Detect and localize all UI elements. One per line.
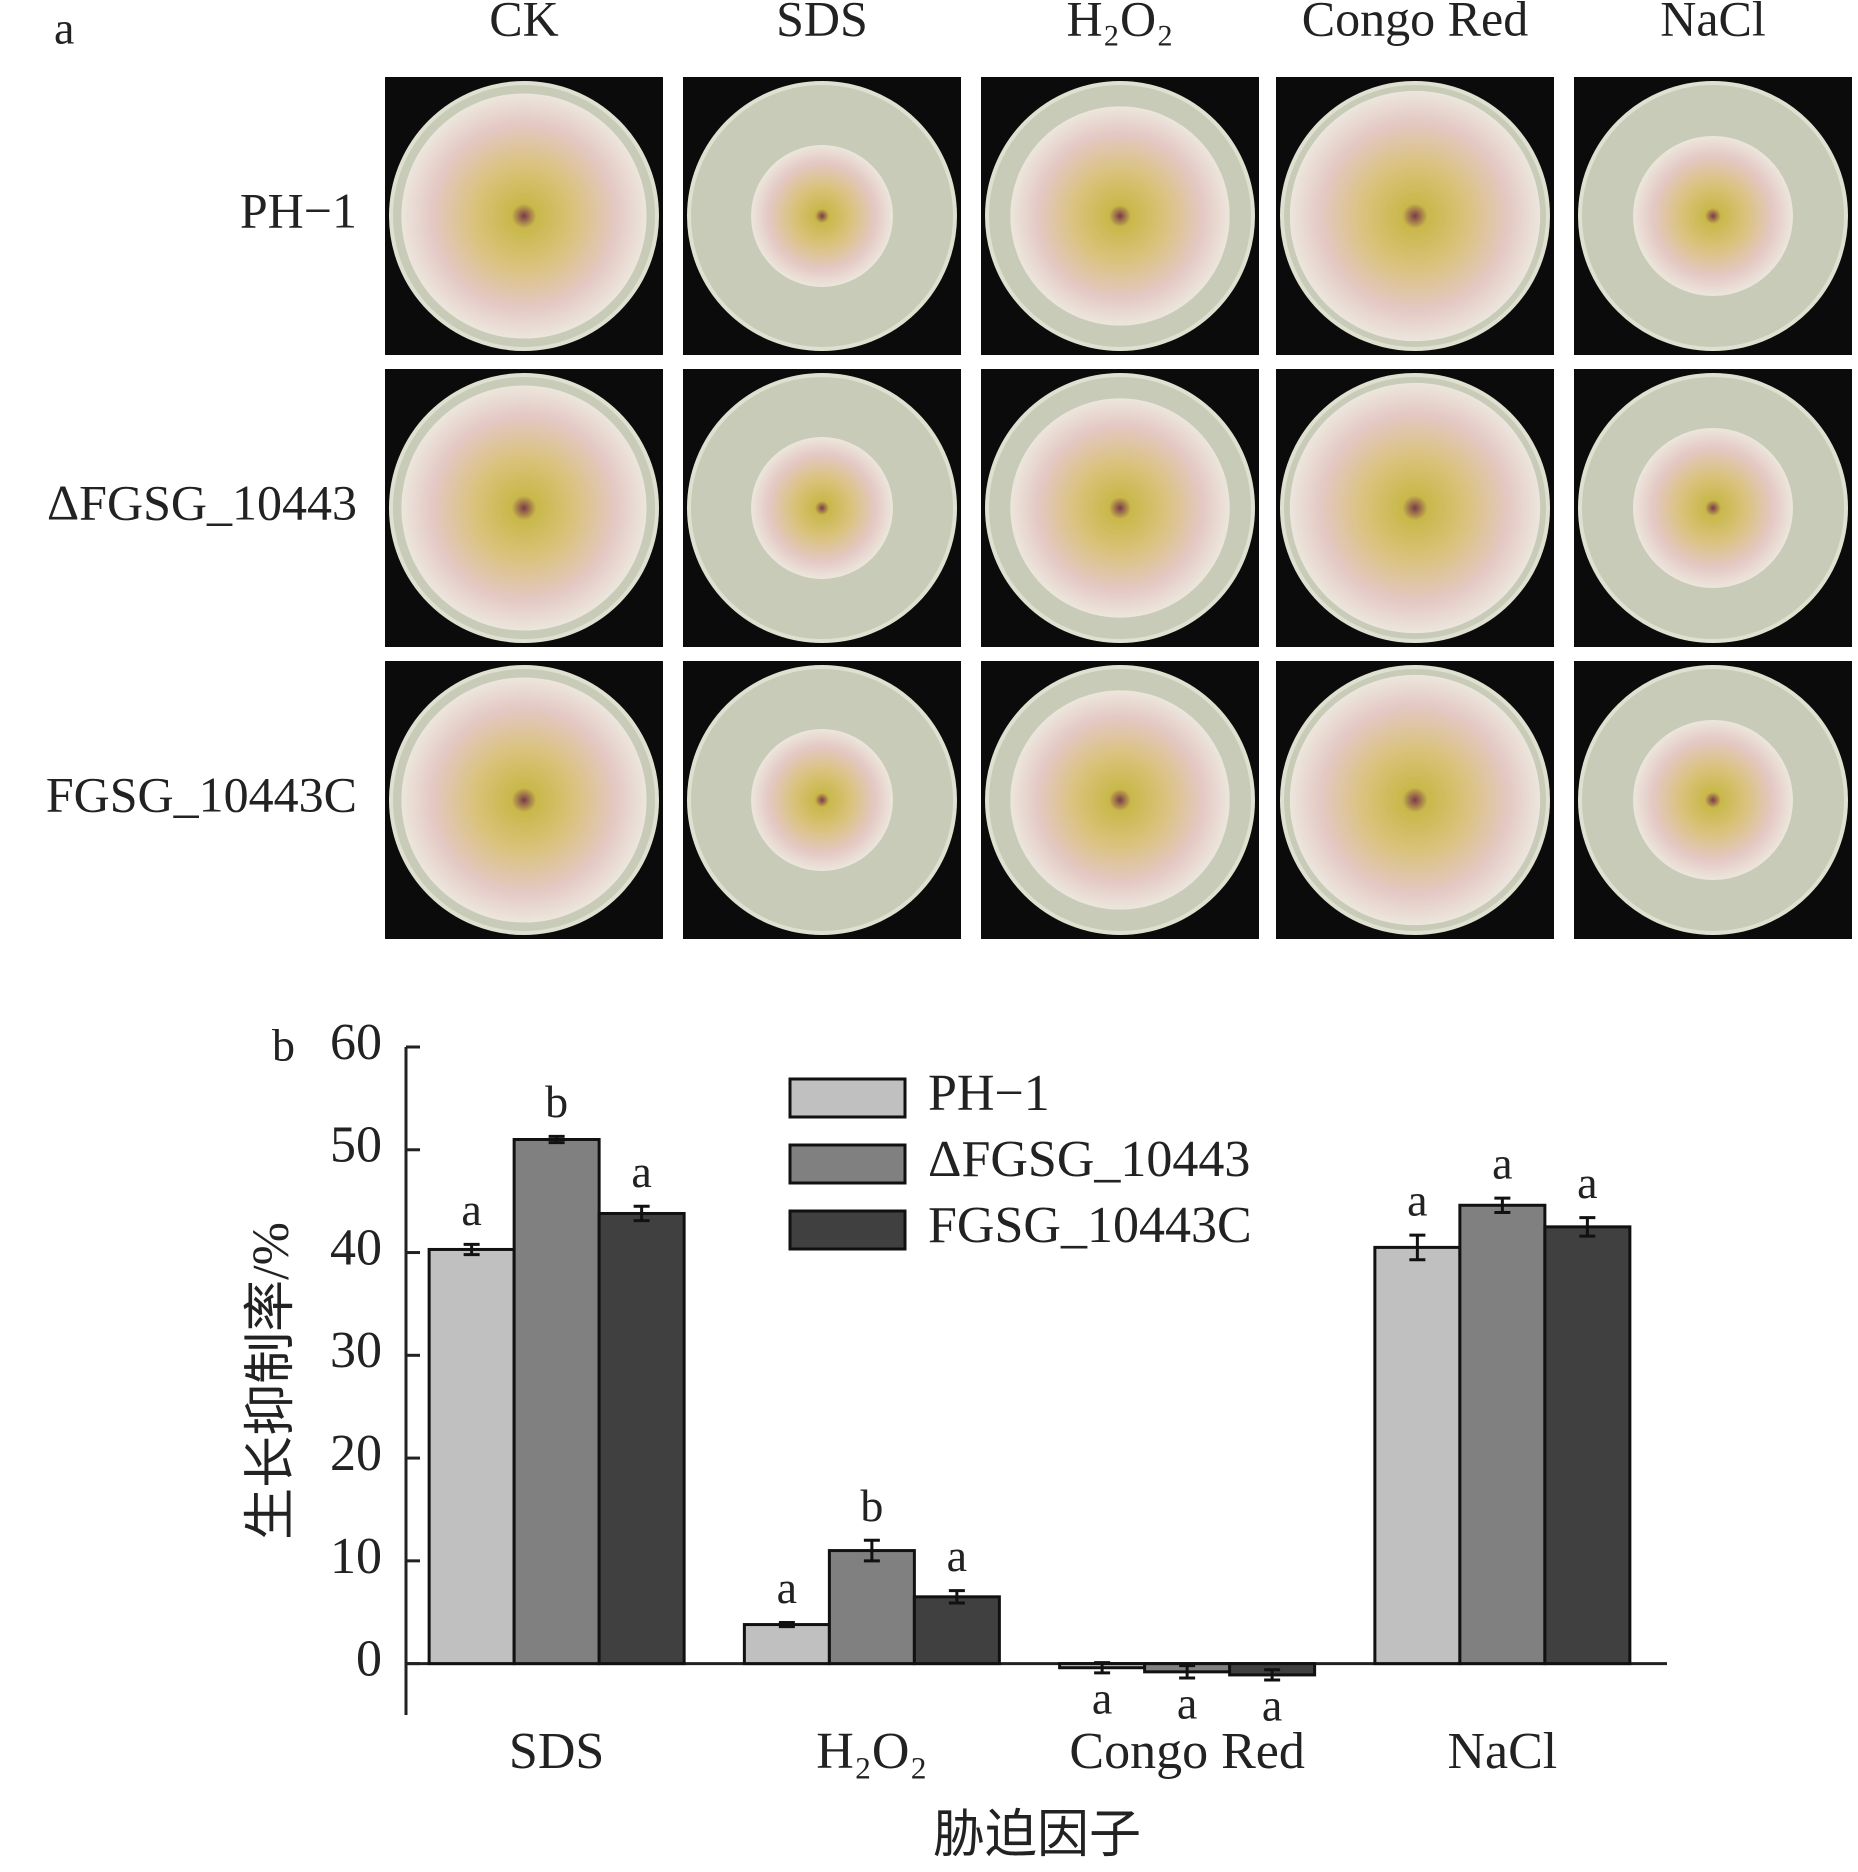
colony [1289,90,1541,342]
significance-letter: a [461,1184,481,1235]
significance-letter: a [947,1530,967,1581]
colony [751,729,893,871]
colony [1289,382,1541,634]
colony [401,93,647,339]
x-tick-label: Congo Red [1069,1723,1304,1780]
row-label: ΔFGSG_10443 [47,474,357,530]
x-tick-label: NaCl [1447,1723,1557,1780]
error-bar [863,1538,880,1563]
y-tick-label: 10 [330,1528,382,1585]
column-header: CK [489,0,558,46]
legend-swatch [788,1143,907,1185]
colony [751,145,893,287]
significance-letter: a [1262,1680,1282,1731]
x-tick-label: H₂O₂ [816,1723,927,1780]
y-tick-label: 60 [330,1014,382,1071]
error-bar [778,1621,795,1629]
error-bar [948,1589,965,1605]
y-tick-label: 50 [330,1117,382,1174]
significance-letter: b [860,1480,883,1531]
significance-letter: a [1492,1138,1512,1189]
significance-letter: b [545,1076,568,1127]
legend-label: ΔFGSG_10443 [928,1131,1250,1188]
legend-swatch [788,1077,907,1119]
bar [1373,1245,1462,1666]
significance-letter: a [777,1562,797,1613]
column-header: H₂O₂ [1066,0,1173,46]
bar [1543,1225,1632,1666]
error-bar [463,1242,480,1257]
y-tick-label: 0 [356,1631,382,1688]
row-label: FGSG_10443C [46,766,357,822]
bar [742,1623,831,1666]
x-tick-label: SDS [509,1723,604,1780]
error-bar [1264,1668,1281,1682]
y-tick-label: 20 [330,1425,382,1482]
column-header: NaCl [1660,0,1766,46]
panel-label: a [54,3,74,54]
significance-letter: a [1092,1672,1112,1723]
colony [1010,398,1230,618]
colony [1633,136,1793,296]
colony [401,385,647,631]
column-header: Congo Red [1302,0,1528,46]
y-tick-label: 30 [330,1322,382,1379]
colony [751,437,893,579]
colony [1010,690,1230,910]
bar [427,1247,516,1666]
y-tick-label: 40 [330,1219,382,1276]
legend-label: FGSG_10443C [928,1197,1252,1254]
bar [597,1211,686,1666]
colony [1010,106,1230,326]
colony [1633,720,1793,880]
error-bar [1494,1196,1511,1214]
error-bar [1179,1664,1196,1680]
bar [912,1595,1001,1666]
y-axis-title: 生长抑制率/% [243,1222,300,1540]
significance-letter: a [1407,1175,1427,1226]
legend-label: PH−1 [928,1065,1050,1122]
significance-letter: a [631,1146,651,1197]
bar [1458,1203,1547,1666]
bar [512,1137,601,1666]
error-bar [633,1204,650,1223]
error-bar [1094,1661,1111,1675]
error-bar [1409,1233,1426,1262]
column-header: SDS [776,0,868,46]
colony [401,677,647,923]
colony [1633,428,1793,588]
error-bar [1579,1216,1596,1238]
error-bar [548,1134,565,1145]
colony [1289,674,1541,926]
panel-label: b [272,1020,295,1071]
significance-letter: a [1177,1678,1197,1729]
x-axis-title: 胁迫因子 [933,1807,1141,1864]
bar [827,1549,916,1666]
legend-swatch [788,1209,907,1251]
row-label: PH−1 [240,182,357,238]
significance-letter: a [1577,1157,1597,1208]
